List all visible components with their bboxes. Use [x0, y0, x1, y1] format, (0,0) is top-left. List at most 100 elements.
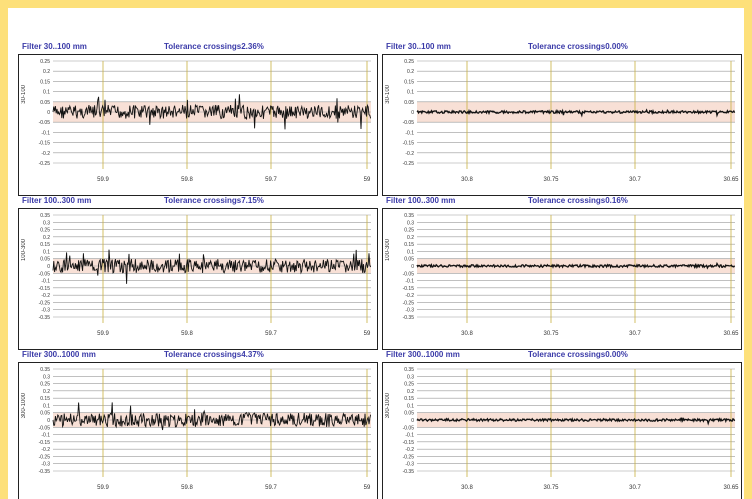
- panel-tolerance-label: Tolerance crossings2.36%: [164, 42, 264, 51]
- plot-svg: 0.25 0.2 0.15 0.1 0.05 0 -0.05 -0.1 -0.15 -0.2 -0.…: [39, 59, 372, 183]
- x-tick-label: 59.9: [97, 485, 109, 491]
- panel-filter-300-1000-left: Filter 300..1000 mm Tolerance crossings4…: [18, 348, 378, 499]
- y-tick-label: 0.3: [407, 374, 414, 380]
- y-tick-label: 0.05: [40, 411, 50, 417]
- plot-area[interactable]: 300-1000 0.35 0.3 0.25 0.2 0.15 0.1 0.05 0 -0.05…: [382, 362, 742, 499]
- panel-filter-label: Filter 100..300 mm: [22, 196, 92, 205]
- x-tick-label: 59.8: [181, 485, 193, 491]
- y-tick-label: 0.25: [40, 59, 50, 65]
- y-tick-label: 0.2: [407, 69, 414, 75]
- plot-area[interactable]: 100-300 0.35 0.3 0.25 0.2 0.15 0.1 0.05 0 -0.05-…: [382, 208, 742, 350]
- y-tick-label: -0.3: [405, 462, 414, 468]
- y-tick-label: 0.2: [43, 235, 50, 241]
- plot-area[interactable]: 100-300 0.35 0.3 0.25 0.2 0.15 0.1 0.05 0 -0.05-…: [18, 208, 378, 350]
- x-tick-label: 59.7: [265, 331, 277, 337]
- y-tick-label: -0.1: [41, 130, 50, 136]
- x-tick-label: 59.7: [265, 177, 277, 183]
- y-tick-label: -0.3: [41, 462, 50, 468]
- y-tick-label: 0.35: [404, 367, 414, 373]
- x-tick-label: 30.65: [723, 485, 739, 491]
- y-tick-label: -0.25: [403, 300, 415, 306]
- plot-svg: 0.350.3 0.250.20.150.1 0.050-0.05 -0.1-0.15…: [39, 367, 372, 491]
- x-tick-label: 30.65: [723, 331, 739, 337]
- y-tick-label: -0.05: [403, 271, 415, 277]
- y-tick-label: 0.05: [404, 411, 414, 417]
- plot-svg: 0.350.3 0.250.20.150.1 0.050-0.05 -0.1-0.15…: [403, 367, 740, 491]
- panel-filter-label: Filter 300..1000 mm: [22, 350, 96, 359]
- y-tick-label: -0.35: [39, 315, 51, 321]
- y-tick-label: 0.2: [407, 235, 414, 241]
- y-tick-label: 0.25: [404, 382, 414, 388]
- x-tick-label: 30.7: [629, 485, 641, 491]
- x-tick-label: 30.8: [461, 177, 473, 183]
- report-sheet: Filter 30..100 mm Tolerance crossings2.3…: [8, 8, 744, 499]
- y-tick-label: 0: [411, 110, 414, 116]
- x-tick-label: 30.7: [629, 177, 641, 183]
- y-tick-label: -0.05: [39, 425, 51, 431]
- y-tick-label: -0.2: [41, 293, 50, 299]
- y-tick-label: 0.1: [43, 249, 50, 255]
- y-tick-label: 0.15: [40, 396, 50, 402]
- y-tick-label: -0.15: [403, 440, 415, 446]
- y-tick-label: 0.15: [40, 242, 50, 248]
- plot-area[interactable]: 300-1000 0.35 0.3 0.25 0.2 0.15 0.1 0.05 0 -0.05…: [18, 362, 378, 499]
- panel-filter-label: Filter 300..1000 mm: [386, 350, 460, 359]
- panel-filter-30-100-left: Filter 30..100 mm Tolerance crossings2.3…: [18, 40, 378, 200]
- x-tick-label: 30.75: [543, 331, 559, 337]
- y-tick-label: -0.25: [403, 454, 415, 460]
- signal-trace: [52, 94, 372, 130]
- y-tick-label: 0.15: [404, 79, 414, 85]
- plot-svg: 0.25 0.2 0.15 0.1 0.05 0 -0.05 -0.1 -0.15 -0.2 -0.…: [403, 59, 740, 183]
- x-tick-label: 30.7: [629, 331, 641, 337]
- y-tick-label: 0.35: [404, 213, 414, 219]
- y-tick-label: 0.15: [404, 242, 414, 248]
- panel-tolerance-label: Tolerance crossings7.15%: [164, 196, 264, 205]
- y-tick-label: -0.25: [403, 161, 415, 167]
- y-tick-label: -0.1: [405, 433, 414, 439]
- y-tick-label: -0.2: [405, 151, 414, 157]
- y-tick-label: -0.05: [39, 120, 51, 126]
- plot-svg: 0.350.3 0.250.20.150.1 0.050-0.05 -0.1-0.15…: [39, 213, 372, 337]
- y-tick-label: 0.1: [407, 90, 414, 96]
- y-tick-label: 0: [47, 264, 50, 270]
- y-tick-label: -0.25: [39, 300, 51, 306]
- y-tick-label: -0.1: [405, 130, 414, 136]
- y-tick-label: 0.1: [43, 403, 50, 409]
- panel-filter-100-300-left: Filter 100..300 mm Tolerance crossings7.…: [18, 194, 378, 354]
- x-tick-label: 30.8: [461, 485, 473, 491]
- y-tick-label: -0.25: [39, 454, 51, 460]
- y-tick-label: -0.35: [403, 315, 415, 321]
- y-tick-label: -0.05: [403, 425, 415, 431]
- y-tick-label: -0.1: [405, 279, 414, 285]
- y-tick-label: 0.25: [404, 59, 414, 65]
- y-tick-label: 0.3: [43, 374, 50, 380]
- y-tick-label: -0.05: [39, 271, 51, 277]
- x-tick-label: 59.9: [97, 177, 109, 183]
- x-tick-label: 59.8: [181, 331, 193, 337]
- plot-area[interactable]: 30-100 0.25 0.2 0.15 0.1 0.05 0 -0.05 -0.1 -0.15…: [18, 54, 378, 196]
- x-tick-label: 30.75: [543, 177, 559, 183]
- plot-area[interactable]: 30-100 0.25 0.2 0.15 0.1 0.05 0 -0.05 -0.1 -0.15…: [382, 54, 742, 196]
- panel-filter-300-1000-right: Filter 300..1000 mm Tolerance crossings0…: [382, 348, 742, 499]
- y-tick-label: -0.3: [405, 308, 414, 314]
- y-tick-label: -0.15: [39, 440, 51, 446]
- x-tick-label: 59: [364, 177, 371, 183]
- panel-filter-label: Filter 30..100 mm: [22, 42, 87, 51]
- y-tick-label: 0.35: [40, 213, 50, 219]
- y-tick-label: 0.25: [404, 228, 414, 234]
- x-tick-label: 30.8: [461, 331, 473, 337]
- panel-filter-100-300-right: Filter 100..300 mm Tolerance crossings0.…: [382, 194, 742, 354]
- y-tick-label: 0.15: [40, 79, 50, 85]
- y-tick-label: -0.2: [405, 293, 414, 299]
- y-tick-label: 0.1: [43, 90, 50, 96]
- y-tick-label: -0.15: [39, 141, 51, 147]
- panel-filter-label: Filter 30..100 mm: [386, 42, 451, 51]
- panel-tolerance-label: Tolerance crossings0.00%: [528, 42, 628, 51]
- y-tick-label: 0.15: [404, 396, 414, 402]
- y-tick-label: -0.2: [41, 151, 50, 157]
- y-tick-label: 0.25: [40, 382, 50, 388]
- y-tick-label: -0.25: [39, 161, 51, 167]
- signal-trace: [416, 108, 736, 118]
- y-tick-label: 0.3: [43, 220, 50, 226]
- y-tick-label: 0.05: [404, 100, 414, 106]
